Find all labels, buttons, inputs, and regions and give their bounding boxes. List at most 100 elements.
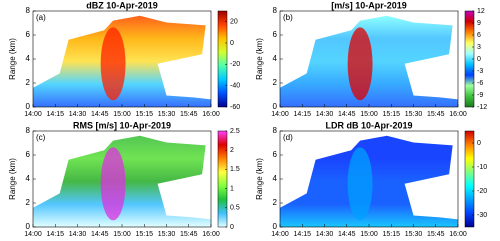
panel-label: (d) [283,133,293,142]
y-tick-label: 0 [26,222,31,231]
colorbar-tick-label: -30 [477,212,487,219]
x-tick-label: 14:00 [24,111,42,118]
x-tick-label: 14:00 [271,231,289,238]
x-tick-label: 16:00 [449,111,467,118]
y-tick-label: 2 [273,78,278,87]
y-axis-label: Range (km) [8,158,17,200]
y-tick-label: 2 [26,198,31,207]
x-tick-label: 16:00 [202,231,220,238]
panel-label: (a) [36,13,46,22]
y-tick-label: 4 [273,174,278,183]
y-tick-label: 4 [273,54,278,63]
colorbar-tick-label: 9 [477,20,481,27]
chart-title: RMS [m/s] 10-Apr-2019 [73,120,171,130]
colorbar [217,10,228,108]
echo-core [100,27,126,101]
x-tick-label: 14:30 [316,111,334,118]
colorbar-tick-label: -20 [230,61,240,68]
colorbar-tick-label: 0 [477,140,481,147]
x-tick-label: 14:00 [24,231,42,238]
echo-core [347,147,373,221]
chart-title: LDR dB 10-Apr-2019 [325,120,412,130]
x-tick-label: 14:30 [69,231,87,238]
x-tick-label: 14:15 [293,231,311,238]
y-tick-label: 8 [26,6,31,15]
colorbar-tick-label: 20 [230,19,238,26]
colorbar-tick-label: -6 [477,80,483,87]
colorbar-tick-label: -20 [477,188,487,195]
y-tick-label: 0 [273,102,278,111]
x-tick-label: 14:00 [271,111,289,118]
y-tick-label: 4 [26,54,31,63]
colorbar-tick-label: 0.5 [230,205,240,212]
x-tick-label: 15:00 [113,231,131,238]
y-tick-label: 0 [26,102,31,111]
colorbar-tick-label: 2.5 [230,128,240,135]
colorbar-tick-label: -9 [477,92,483,99]
x-tick-label: 15:30 [158,231,176,238]
y-tick-label: 4 [26,174,31,183]
x-tick-label: 15:30 [405,111,423,118]
x-tick-label: 15:15 [382,111,400,118]
x-tick-label: 15:30 [158,111,176,118]
colorbar-tick-label: 6 [477,32,481,39]
x-tick-label: 16:00 [202,111,220,118]
x-tick-label: 16:00 [449,231,467,238]
chart-title: [m/s] 10-Apr-2019 [331,0,407,10]
x-tick-label: 14:45 [91,231,109,238]
colorbar-tick-label: -40 [230,83,240,90]
x-tick-label: 15:45 [180,111,198,118]
x-tick-label: 15:00 [113,111,131,118]
colorbar-tick-label: 1.5 [230,166,240,173]
x-tick-label: 15:15 [135,111,153,118]
y-tick-label: 2 [26,78,31,87]
x-tick-label: 15:45 [180,231,198,238]
x-tick-label: 14:30 [69,111,87,118]
x-tick-label: 14:45 [338,111,356,118]
x-tick-label: 14:30 [316,231,334,238]
x-tick-label: 15:00 [360,111,378,118]
x-tick-label: 14:15 [46,111,64,118]
y-tick-label: 8 [26,126,31,135]
y-tick-label: 6 [273,30,278,39]
y-tick-label: 0 [273,222,278,231]
x-tick-label: 15:15 [135,231,153,238]
panel-label: (b) [283,13,293,22]
x-tick-label: 15:45 [427,111,445,118]
colorbar-tick-label: 0 [230,40,234,47]
y-axis-label: Range (km) [8,38,17,80]
colorbar-tick-label: -3 [477,68,483,75]
x-tick-label: 15:30 [405,231,423,238]
y-tick-label: 6 [273,150,278,159]
colorbar-tick-label: -60 [230,104,240,111]
x-tick-label: 15:00 [360,231,378,238]
y-axis-label: Range (km) [255,38,264,80]
echo-core [100,147,126,221]
y-tick-label: 8 [273,6,278,15]
x-tick-label: 15:15 [382,231,400,238]
x-tick-label: 15:45 [427,231,445,238]
colorbar [464,130,475,228]
colorbar-tick-label: 12 [477,8,485,15]
colorbar-tick-label: -10 [477,164,487,171]
colorbar-tick-label: -12 [477,104,487,111]
chart-title: dBZ 10-Apr-2019 [86,0,158,10]
echo-core [347,27,373,101]
x-tick-label: 14:45 [91,111,109,118]
colorbar [217,130,228,228]
y-tick-label: 6 [26,150,31,159]
colorbar-tick-label: 3 [477,44,481,51]
x-tick-label: 14:45 [338,231,356,238]
colorbar-tick-label: 0 [477,56,481,63]
x-tick-label: 14:15 [293,111,311,118]
colorbar-tick-label: 2 [230,147,234,154]
colorbar-tick-label: 1 [230,185,234,192]
y-axis-label: Range (km) [255,158,264,200]
colorbar-tick-label: 0 [230,224,234,231]
y-tick-label: 6 [26,30,31,39]
panel-label: (c) [36,133,46,142]
y-tick-label: 8 [273,126,278,135]
x-tick-label: 14:15 [46,231,64,238]
y-tick-label: 2 [273,198,278,207]
